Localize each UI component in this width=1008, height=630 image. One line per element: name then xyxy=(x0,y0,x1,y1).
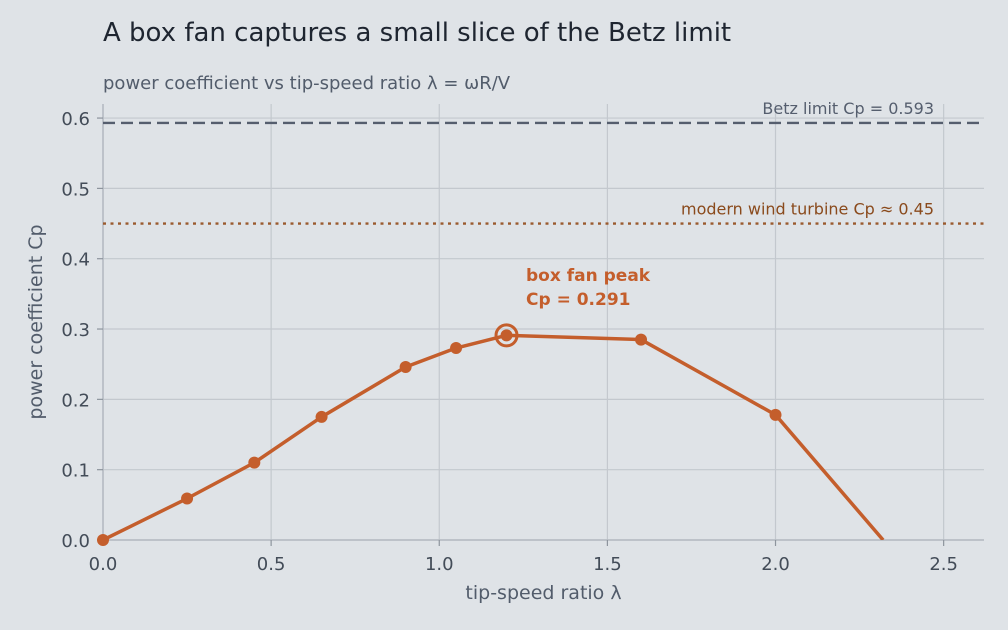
peak-annotation-label: box fan peak xyxy=(526,266,651,286)
x-tick-label: 2.5 xyxy=(929,554,958,575)
betz-limit-line-label: Betz limit Cp = 0.593 xyxy=(762,99,934,118)
data-point xyxy=(450,342,463,355)
x-tick-label: 1.0 xyxy=(425,554,454,575)
y-tick-label: 0.0 xyxy=(61,531,90,552)
data-point xyxy=(315,410,328,423)
peak-marker-ring xyxy=(494,323,519,348)
y-tick-label: 0.1 xyxy=(61,461,90,482)
x-tick-label: 0.0 xyxy=(89,554,118,575)
x-axis-label: tip-speed ratio λ xyxy=(465,582,621,604)
chart-title: A box fan captures a small slice of the … xyxy=(103,18,732,48)
y-axis-label: power coefficient Cp xyxy=(25,224,47,419)
x-tick-label: 1.5 xyxy=(593,554,622,575)
data-point xyxy=(181,492,194,505)
y-tick-label: 0.4 xyxy=(61,250,90,271)
chart-subtitle: power coefficient vs tip-speed ratio λ =… xyxy=(103,73,511,94)
data-point xyxy=(399,361,412,374)
y-tick-label: 0.5 xyxy=(61,179,90,200)
y-tick-label: 0.6 xyxy=(61,109,90,130)
peak-annotation-label: Cp = 0.291 xyxy=(526,290,631,310)
data-point xyxy=(769,408,782,421)
data-point xyxy=(248,456,261,469)
data-point xyxy=(635,333,648,346)
y-tick-label: 0.3 xyxy=(61,320,90,341)
modern-turbine-line-label: modern wind turbine Cp ≈ 0.45 xyxy=(681,200,934,219)
x-tick-label: 0.5 xyxy=(257,554,286,575)
series-line xyxy=(103,333,885,540)
data-point xyxy=(97,534,109,546)
y-tick-label: 0.2 xyxy=(61,390,90,411)
x-tick-label: 2.0 xyxy=(761,554,790,575)
data-point xyxy=(500,329,513,342)
